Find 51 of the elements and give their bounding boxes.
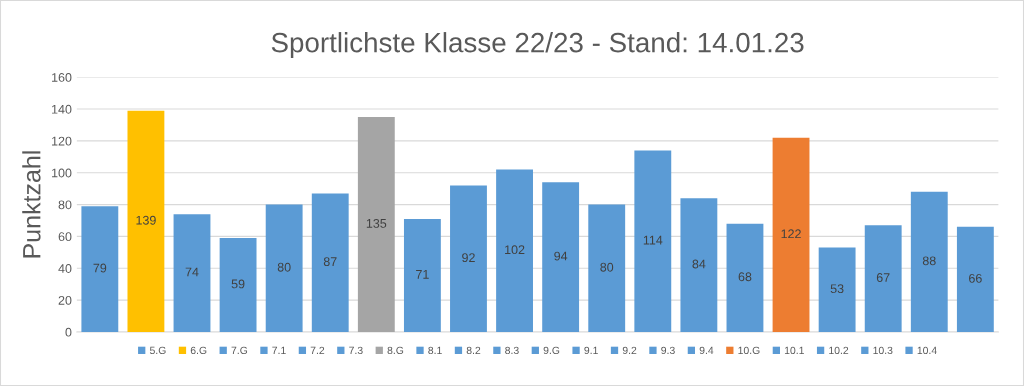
- legend-label: 8.2: [466, 346, 481, 355]
- legend-label: 7.G: [231, 346, 248, 355]
- data-label: 74: [185, 267, 199, 277]
- y-tick-label: 40: [58, 264, 72, 273]
- data-label: 80: [600, 262, 614, 272]
- y-tick-label: 20: [58, 295, 72, 305]
- legend-label: 7.1: [272, 346, 286, 354]
- data-label: 87: [323, 257, 337, 267]
- chart-title: Sportlichste Klasse 22/23 - Stand: 14.01.23: [271, 32, 804, 58]
- data-label: 114: [643, 235, 663, 245]
- legend-label: 10.G: [738, 346, 760, 355]
- data-label: 53: [830, 284, 844, 294]
- data-label: 122: [781, 229, 801, 239]
- legend-label: 10.1: [784, 346, 804, 355]
- data-label: 68: [738, 272, 752, 282]
- data-label: 88: [922, 256, 936, 266]
- data-label: 102: [505, 245, 525, 255]
- y-tick-label: 160: [52, 73, 72, 82]
- data-label: 84: [692, 259, 706, 269]
- data-label: 80: [277, 262, 291, 272]
- legend-label: 7.2: [310, 346, 325, 354]
- data-label: 139: [136, 215, 156, 225]
- y-tick-label: 120: [52, 136, 72, 146]
- y-tick-label: 140: [52, 104, 72, 114]
- legend-label: 9.1: [584, 346, 598, 355]
- legend-label: 5.G: [149, 346, 166, 355]
- data-label: 79: [93, 263, 107, 273]
- y-tick-label: 100: [52, 168, 72, 178]
- legend-label: 9.3: [661, 346, 675, 355]
- legend-label: 8.G: [387, 346, 404, 355]
- legend-label: 8.1: [428, 346, 442, 355]
- data-label: 67: [876, 273, 890, 282]
- legend-label: 10.2: [829, 346, 849, 355]
- legend-label: 6.G: [190, 346, 207, 355]
- y-tick-label: 60: [58, 232, 72, 242]
- legend-label: 8.3: [505, 346, 519, 355]
- data-label: 94: [554, 251, 568, 261]
- y-tick-label: 80: [58, 200, 72, 210]
- data-label: 135: [366, 218, 387, 228]
- legend-label: 10.3: [873, 346, 893, 355]
- legend-label: 9.4: [699, 346, 714, 355]
- legend-label: 9.2: [622, 346, 637, 355]
- data-label: 66: [969, 273, 982, 283]
- legend-label: 7.3: [349, 346, 363, 355]
- y-tick-label: 0: [65, 327, 72, 337]
- legend-label: 10.4: [917, 346, 937, 355]
- data-label: 71: [416, 270, 429, 279]
- y-axis-title: Punktzahl: [22, 151, 41, 258]
- data-label: 92: [462, 253, 475, 263]
- legend-label: 9.G: [543, 346, 560, 355]
- data-label: 59: [231, 279, 245, 289]
